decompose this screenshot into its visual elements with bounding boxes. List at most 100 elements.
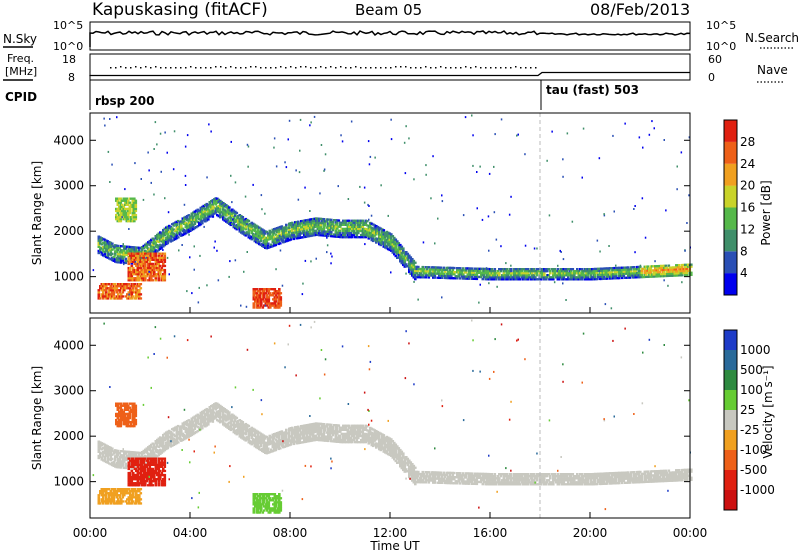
power-speckle (488, 172, 491, 175)
power-speckle (493, 211, 496, 214)
power-cell (411, 268, 414, 271)
power-cell (297, 220, 300, 223)
velocity-cell (99, 441, 102, 444)
power-cell (493, 278, 497, 281)
velocity-cell (114, 465, 117, 468)
power-cell (432, 268, 435, 271)
power-speckle (275, 268, 277, 271)
power-cell (199, 219, 203, 222)
power-cell (582, 276, 585, 279)
power-cell (405, 257, 408, 260)
power-cell (109, 249, 113, 253)
power-cell (357, 236, 360, 239)
power-speckle (495, 238, 498, 241)
power-cell (278, 304, 281, 307)
power-cell (456, 269, 459, 272)
power-cell (685, 273, 689, 277)
power-cell (505, 272, 509, 275)
velocity-cell (190, 431, 194, 435)
power-cell (351, 221, 354, 224)
power-cell (360, 233, 363, 237)
power-cell (252, 222, 255, 225)
velocity-cell (217, 403, 221, 406)
power-cell (364, 219, 368, 222)
power-cell (507, 270, 510, 273)
power-cell (628, 274, 632, 277)
power-cell (136, 279, 140, 282)
power-cell (163, 268, 167, 272)
velocity-cell (199, 422, 203, 425)
velocity-cell (177, 424, 180, 428)
power-cell (295, 237, 299, 240)
velocity-cell (180, 437, 183, 440)
velocity-cell (105, 448, 108, 451)
velocity-cell (202, 411, 206, 415)
velocity-cell (199, 413, 203, 417)
velocity-cell (223, 414, 227, 417)
power-cell (166, 235, 170, 239)
velocity-cell (138, 459, 141, 463)
power-cell (166, 225, 170, 228)
velocity-cell (100, 444, 104, 447)
power-cell (133, 207, 136, 211)
power-speckle (216, 249, 218, 252)
power-cell (123, 285, 126, 288)
power-speckle (557, 264, 559, 267)
power-cell (375, 225, 378, 228)
power-speckle (153, 193, 155, 196)
power-cell (184, 226, 188, 229)
power-cell (108, 247, 111, 250)
power-speckle (387, 214, 389, 217)
power-cell (342, 229, 345, 233)
velocity-cell (309, 433, 312, 436)
power-cell (558, 272, 561, 275)
nave-dot (200, 67, 202, 69)
power-cell (315, 225, 318, 228)
velocity-cell (186, 434, 189, 437)
power-cell (678, 264, 681, 267)
power-cell (255, 238, 258, 242)
power-cell (187, 230, 191, 233)
nave-dot (415, 67, 417, 69)
power-cell (309, 220, 312, 223)
velocity-cell (130, 451, 134, 454)
power-cell (333, 227, 336, 230)
velocity-cell (312, 435, 315, 438)
velocity-cell (328, 431, 332, 434)
velocity-cell (111, 453, 114, 456)
power-cell (553, 268, 557, 271)
velocity-cell (201, 421, 204, 424)
power-cell (388, 236, 392, 239)
velocity-cell (223, 424, 227, 427)
velocity-cell (187, 419, 191, 422)
velocity-cell (304, 432, 308, 435)
power-cell (132, 271, 135, 274)
velocity-cell (286, 440, 290, 443)
power-cell (657, 269, 660, 272)
power-cell (142, 260, 146, 263)
power-cell (390, 235, 393, 238)
velocity-cell (292, 440, 296, 443)
power-cell (289, 230, 293, 233)
power-cell (106, 283, 110, 286)
power-cell (139, 266, 143, 270)
power-cell (489, 268, 492, 271)
power-cell (630, 274, 633, 277)
power-cell (414, 271, 417, 275)
power-cell (112, 297, 116, 300)
power-cell (105, 243, 108, 246)
velocity-cell (267, 447, 270, 450)
power-cell (125, 211, 129, 215)
power-cell (319, 228, 323, 231)
power-cell (165, 226, 168, 229)
velocity-cell (286, 444, 290, 447)
power-cell (349, 233, 353, 237)
velocity-cell (219, 406, 222, 410)
power-cell (447, 272, 450, 276)
power-cell (157, 248, 161, 252)
velocity-cell (151, 454, 155, 457)
power-cell (178, 229, 182, 232)
power-cell (204, 208, 207, 211)
power-cell (351, 227, 354, 231)
